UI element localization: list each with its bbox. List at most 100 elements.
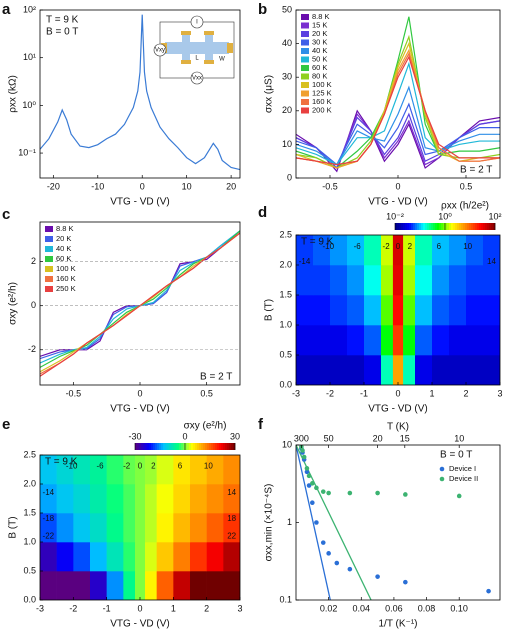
legend-label: 20 K xyxy=(56,234,71,243)
heat-cell xyxy=(135,571,146,600)
y-tick-label: -2 xyxy=(28,344,36,354)
heat-cell xyxy=(415,355,433,385)
colorbar-swatch xyxy=(147,443,150,450)
colorbar-swatch xyxy=(225,443,228,450)
heat-cell xyxy=(73,455,91,485)
legend-swatch xyxy=(45,286,53,292)
data-point xyxy=(300,448,305,453)
heat-cell xyxy=(56,513,74,543)
x-axis-label: VTG - VD (V) xyxy=(110,197,169,208)
colorbar-swatch xyxy=(193,443,196,450)
filling-factor-label: -6 xyxy=(96,462,104,471)
colorbar-swatch xyxy=(135,443,138,450)
y-tick-label: 1.0 xyxy=(23,536,36,546)
inset-label: L xyxy=(195,56,199,62)
heat-cell xyxy=(56,484,74,514)
x-tick-label: 3 xyxy=(497,388,502,398)
heat-cell xyxy=(190,455,207,485)
x-tick-label: -2 xyxy=(326,388,334,398)
meter xyxy=(190,71,204,85)
heat-cell xyxy=(466,325,484,356)
colorbar-swatch xyxy=(177,443,180,450)
meter xyxy=(153,43,167,57)
colorbar-swatch xyxy=(149,443,152,450)
colorbar-swatch xyxy=(153,443,156,450)
annotation: B = 2 T xyxy=(460,165,492,176)
y-tick-label: 0.5 xyxy=(23,565,36,575)
legend-swatch xyxy=(301,39,309,46)
x-axis-label: 1/T (K⁻¹) xyxy=(379,619,418,630)
heat-cell xyxy=(106,455,124,485)
colorbar-swatch xyxy=(191,443,194,450)
x-tick-label: -3 xyxy=(292,388,300,398)
colorbar-swatch xyxy=(203,443,206,450)
heat-cell xyxy=(173,513,191,543)
heat-cell xyxy=(364,265,382,296)
legend-marker xyxy=(439,466,445,472)
heat-cell xyxy=(392,295,404,326)
colorbar-swatch xyxy=(195,443,198,450)
heat-cell xyxy=(145,455,157,485)
heat-cell xyxy=(206,571,224,600)
heat-cell xyxy=(173,571,191,600)
filling-factor-label: 10 xyxy=(463,242,472,251)
colorbar-swatch xyxy=(229,443,232,450)
annotation: T = 9 K xyxy=(301,237,334,248)
heat-cell xyxy=(206,484,224,514)
colorbar-swatch xyxy=(207,443,210,450)
heat-cell xyxy=(145,571,157,600)
heat-cell xyxy=(313,235,331,266)
colorbar-swatch xyxy=(155,443,158,450)
colorbar-swatch xyxy=(469,223,472,230)
heat-cell xyxy=(135,455,146,485)
colorbar-swatch xyxy=(209,443,212,450)
heat-cell xyxy=(403,235,416,266)
top-tick-label: 300 xyxy=(294,433,309,443)
y-tick-label: 1 xyxy=(287,517,292,527)
data-point xyxy=(347,490,353,496)
colorbar-swatch xyxy=(171,443,174,450)
heat-cell xyxy=(330,355,348,385)
heat-cell xyxy=(483,235,500,266)
colorbar-swatch xyxy=(397,223,400,230)
heat-cell xyxy=(40,455,57,485)
x-tick-label: 3 xyxy=(237,603,242,613)
heat-cell xyxy=(123,571,136,600)
y-axis-label: B (T) xyxy=(264,299,275,321)
colorbar-swatch xyxy=(403,223,406,230)
heat-cell xyxy=(123,484,136,514)
y-tick-label: 2.5 xyxy=(23,449,36,459)
heat-cell xyxy=(313,325,331,356)
heat-cell xyxy=(483,265,500,296)
x-tick-label: 0 xyxy=(140,181,145,191)
colorbar-swatch xyxy=(201,443,204,450)
x-tick-label: -3 xyxy=(36,603,44,613)
data-point xyxy=(306,473,312,479)
legend-label: 60 K xyxy=(56,254,71,263)
data-point xyxy=(456,493,462,499)
heat-cell xyxy=(483,325,500,356)
legend-label: 80 K xyxy=(312,71,327,80)
colorbar-swatch xyxy=(219,443,222,450)
heat-cell xyxy=(73,484,91,514)
heat-cell xyxy=(90,571,107,600)
y-tick-label: 10⁰ xyxy=(22,100,36,110)
colorbar-swatch xyxy=(427,223,430,230)
data-point xyxy=(486,588,491,594)
filling-factor-label: 0 xyxy=(396,242,401,251)
heat-cell xyxy=(364,355,382,385)
y-tick-label: 0.0 xyxy=(23,594,36,604)
data-point xyxy=(301,454,307,460)
inset-label: Vxx xyxy=(192,76,202,82)
plot-area xyxy=(296,16,500,173)
x-tick-label: 0.04 xyxy=(353,603,371,613)
plot-area xyxy=(296,445,491,600)
heat-cell xyxy=(330,265,348,296)
y-tick-label: 2.0 xyxy=(23,478,36,488)
legend-swatch xyxy=(301,90,309,97)
heat-cell xyxy=(432,235,450,266)
legend-label: 20 K xyxy=(312,29,327,38)
top-tick-label: 10 xyxy=(454,433,464,443)
legend-swatch xyxy=(45,276,53,282)
legend-label: 8.8 K xyxy=(56,224,74,233)
